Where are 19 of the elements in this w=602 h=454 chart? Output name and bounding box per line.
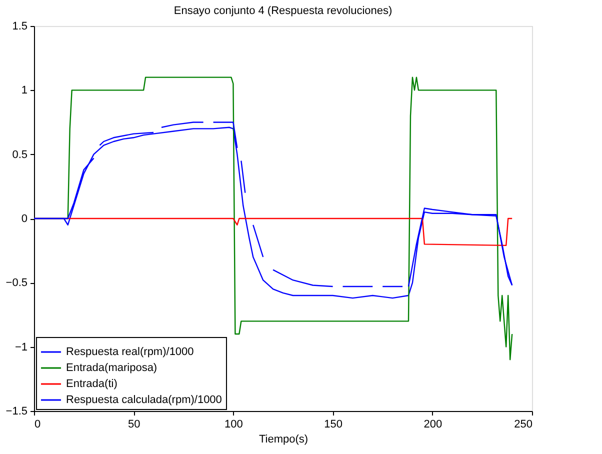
chart-title: Ensayo conjunto 4 (Respuesta revoluciones) — [174, 5, 392, 17]
x-axis-title: Tiempo(s) — [258, 434, 308, 446]
legend-label: Entrada(ti) — [66, 378, 118, 390]
y-tick-label: 0.5 — [12, 148, 28, 161]
x-tick-label: 250 — [514, 418, 532, 430]
y-tick-label: 0 — [21, 213, 28, 225]
y-tick-label: −0.5 — [6, 277, 28, 290]
legend-label: Entrada(mariposa) — [66, 362, 158, 374]
x-tick-label: 0 — [34, 418, 41, 430]
x-tick-label: 50 — [128, 418, 140, 430]
x-tick-label: 200 — [424, 418, 442, 430]
legend-label: Respuesta calculada(rpm)/1000 — [66, 394, 222, 406]
x-tick-label: 150 — [324, 418, 342, 430]
y-tick-label: −1 — [14, 341, 28, 354]
y-tick-label: 1 — [21, 84, 28, 97]
y-tick-label: −1.5 — [6, 406, 28, 418]
legend-label: Respuesta real(rpm)/1000 — [66, 346, 194, 358]
x-tick-label: 100 — [224, 418, 243, 430]
y-tick-label: 1.5 — [12, 20, 28, 32]
